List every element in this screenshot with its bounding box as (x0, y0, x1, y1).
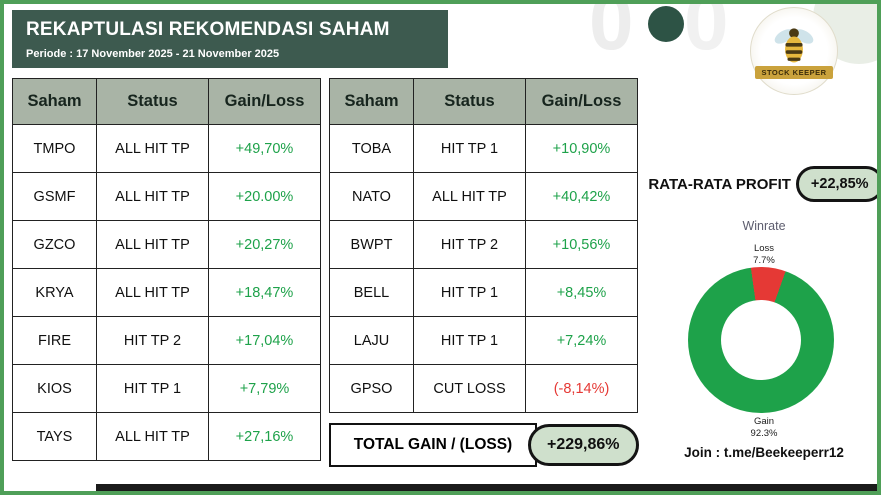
status-cell: ALL HIT TP (97, 173, 209, 221)
col-header-saham: Saham (330, 79, 414, 125)
saham-cell: GSMF (13, 173, 97, 221)
stock-keeper-logo: STOCK KEEPER (750, 7, 838, 95)
saham-cell: GZCO (13, 221, 97, 269)
status-cell: ALL HIT TP (97, 269, 209, 317)
logo-ribbon: STOCK KEEPER (755, 65, 833, 79)
decor-zero-left: 0 (589, 0, 634, 66)
header-box: REKAPTULASI REKOMENDASI SAHAM Periode : … (12, 10, 448, 68)
total-value-pill: +229,86% (528, 424, 639, 466)
status-cell: ALL HIT TP (97, 221, 209, 269)
saham-cell: FIRE (13, 317, 97, 365)
gain-slice-label: Gain 92.3% (650, 416, 877, 440)
status-cell: HIT TP 1 (414, 125, 526, 173)
col-header-status: Status (97, 79, 209, 125)
page-title: REKAPTULASI REKOMENDASI SAHAM (26, 19, 390, 40)
donut-hole (721, 300, 801, 380)
gain-cell: +27,16% (209, 413, 321, 461)
table-left: Saham Status Gain/Loss TMPO ALL HIT TP +… (12, 78, 321, 461)
join-telegram-link[interactable]: Join : t.me/Beekeeperr12 (684, 445, 844, 460)
status-cell: HIT TP 1 (97, 365, 209, 413)
gain-cell: +49,70% (209, 125, 321, 173)
status-cell: ALL HIT TP (97, 125, 209, 173)
gain-cell: +7,79% (209, 365, 321, 413)
decor-zero-right: 0 (684, 0, 729, 66)
gain-cell: +10,90% (526, 125, 638, 173)
status-cell: HIT TP 2 (414, 221, 526, 269)
table-right: Saham Status Gain/Loss TOBA HIT TP 1 +10… (329, 78, 638, 413)
total-label: TOTAL GAIN / (LOSS) (329, 423, 537, 467)
gain-cell: +8,45% (526, 269, 638, 317)
gain-cell: +20,27% (209, 221, 321, 269)
status-cell: CUT LOSS (414, 365, 526, 413)
status-cell: ALL HIT TP (97, 413, 209, 461)
average-profit-value-pill: +22,85% (795, 166, 877, 202)
loss-slice-label: Loss 7.7% (650, 243, 877, 267)
average-profit-row: RATA-RATA PROFIT +22,85% (648, 166, 877, 202)
col-header-saham: Saham (13, 79, 97, 125)
gain-cell: +17,04% (209, 317, 321, 365)
col-header-gainloss: Gain/Loss (209, 79, 321, 125)
gain-cell: +10,56% (526, 221, 638, 269)
gain-cell: (-8,14%) (526, 365, 638, 413)
periode-text: Periode : 17 November 2025 - 21 November… (26, 48, 280, 60)
loss-label-text: Loss (753, 243, 775, 254)
saham-cell: NATO (330, 173, 414, 221)
gain-pct-text: 92.3% (750, 427, 778, 439)
status-cell: HIT TP 1 (414, 269, 526, 317)
saham-cell: KIOS (13, 365, 97, 413)
gain-cell: +20.00% (209, 173, 321, 221)
gain-cell: +18,47% (209, 269, 321, 317)
gain-cell: +40,42% (526, 173, 638, 221)
saham-cell: TOBA (330, 125, 414, 173)
saham-cell: TAYS (13, 413, 97, 461)
col-header-status: Status (414, 79, 526, 125)
saham-cell: LAJU (330, 317, 414, 365)
loss-pct-text: 7.7% (753, 254, 775, 266)
status-cell: ALL HIT TP (414, 173, 526, 221)
average-profit-label: RATA-RATA PROFIT (648, 175, 791, 193)
status-cell: HIT TP 1 (414, 317, 526, 365)
status-cell: HIT TP 2 (97, 317, 209, 365)
saham-cell: TMPO (13, 125, 97, 173)
winrate-donut (688, 267, 834, 413)
gain-cell: +7,24% (526, 317, 638, 365)
col-header-gainloss: Gain/Loss (526, 79, 638, 125)
gain-label-text: Gain (753, 416, 775, 427)
decor-bottom-bar (96, 484, 877, 491)
saham-cell: KRYA (13, 269, 97, 317)
bee-icon (774, 27, 814, 62)
saham-cell: BWPT (330, 221, 414, 269)
saham-cell: GPSO (330, 365, 414, 413)
decor-green-dot (648, 6, 684, 42)
saham-cell: BELL (330, 269, 414, 317)
winrate-title: Winrate (742, 219, 786, 233)
